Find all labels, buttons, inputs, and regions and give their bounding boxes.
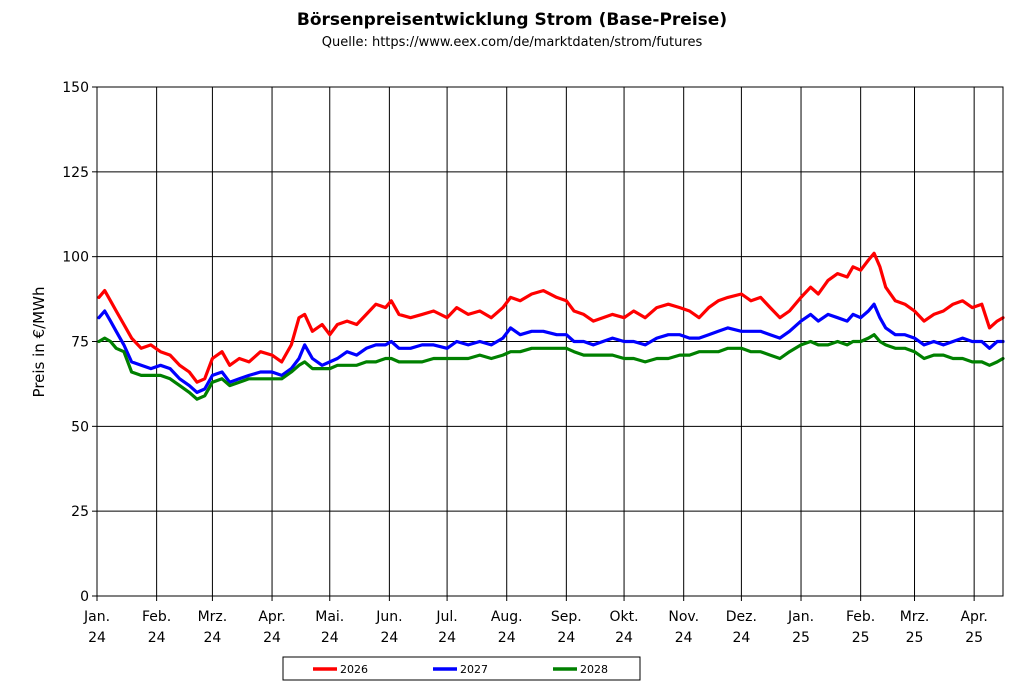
y-tick-label: 0 — [80, 589, 89, 605]
legend-box — [282, 656, 641, 681]
x-axis: Jan. 24 Feb. 24 Mrz. 24 Apr. 24 Mai. 24 Jun. 24 Jul.… — [83, 596, 988, 646]
x-tick-month: Dez. — [726, 609, 757, 625]
x-tick-month: Mrz. — [900, 609, 930, 625]
chart-subtitle: Quelle: https://www.eex.com/de/marktdate… — [321, 35, 703, 50]
x-tick-year: 24 — [438, 630, 456, 646]
y-tick-label: 25 — [71, 504, 89, 520]
y-tick-label: 125 — [62, 165, 89, 181]
series-line-2028 — [97, 333, 1005, 401]
x-tick-month: Mrz. — [198, 609, 228, 625]
x-tick-year: 24 — [148, 630, 166, 646]
legend-label-2028: 2028 — [580, 663, 608, 676]
series-lines — [97, 251, 1005, 401]
x-tick-year: 24 — [380, 630, 398, 646]
series-line-2026 — [97, 251, 1005, 384]
x-tick-year: 25 — [906, 630, 924, 646]
legend-label-2026: 2026 — [340, 663, 368, 676]
x-tick-month: Feb. — [846, 609, 875, 625]
series-line-2027 — [97, 302, 1005, 394]
legend: 2026 2027 2028 — [282, 656, 641, 681]
x-tick-month: Okt. — [610, 609, 639, 625]
x-tick-year: 24 — [675, 630, 693, 646]
y-tick-label: 100 — [62, 250, 89, 266]
x-tick-year: 24 — [203, 630, 221, 646]
x-tick-year: 24 — [732, 630, 750, 646]
x-tick-month: Feb. — [142, 609, 171, 625]
grid — [96, 86, 1003, 597]
x-tick-year: 24 — [321, 630, 339, 646]
y-tick-label: 75 — [71, 335, 89, 351]
y-axis: 0 25 50 75 100 125 150 — [62, 80, 97, 605]
x-tick-year: 24 — [263, 630, 281, 646]
x-tick-month: Apr. — [258, 609, 285, 625]
x-tick-year: 24 — [615, 630, 633, 646]
x-tick-month: Mai. — [315, 609, 344, 625]
x-tick-month: Nov. — [668, 609, 699, 625]
x-tick-year: 24 — [557, 630, 575, 646]
x-tick-month: Jun. — [375, 609, 402, 625]
x-tick-year: 25 — [965, 630, 983, 646]
y-tick-label: 50 — [71, 419, 89, 435]
y-tick-label: 150 — [62, 80, 89, 96]
x-tick-month: Jul. — [435, 609, 457, 625]
x-tick-year: 24 — [498, 630, 516, 646]
x-tick-month: Sep. — [551, 609, 582, 625]
chart-title: Börsenpreisentwicklung Strom (Base-Preis… — [296, 10, 728, 30]
x-tick-year: 24 — [88, 630, 106, 646]
x-tick-month: Aug. — [491, 609, 523, 625]
x-tick-month: Jan. — [787, 609, 814, 625]
x-tick-year: 25 — [852, 630, 870, 646]
y-axis-label: Preis in €/MWh — [30, 287, 48, 398]
x-tick-month: Jan. — [83, 609, 110, 625]
x-tick-month: Apr. — [960, 609, 987, 625]
x-tick-year: 25 — [792, 630, 810, 646]
legend-label-2027: 2027 — [460, 663, 488, 676]
